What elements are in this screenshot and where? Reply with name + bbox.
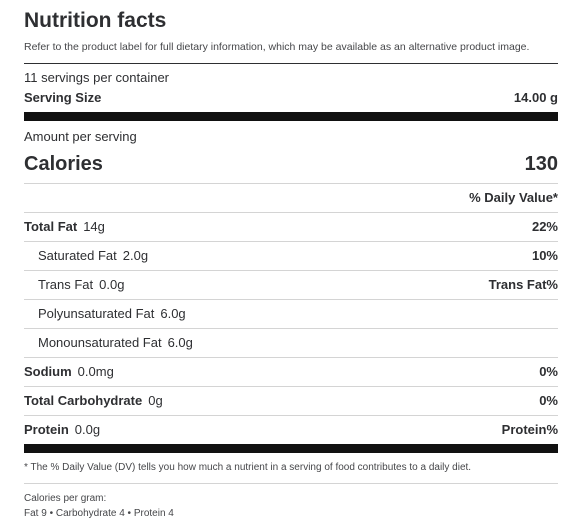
daily-value-footnote: * The % Daily Value (DV) tells you how m… (24, 453, 558, 484)
nutrient-amount: 0g (148, 393, 163, 408)
nutrient-row-trans-fat: Trans Fat 0.0g Trans Fat% (24, 270, 558, 299)
nutrient-name: Monounsaturated Fat (38, 335, 162, 350)
calories-per-gram: Calories per gram: Fat 9 • Carbohydrate … (24, 491, 558, 521)
nutrient-daily-value: 22% (531, 219, 558, 234)
divider (24, 183, 558, 184)
nutrient-name: Protein (24, 422, 69, 437)
servings-per-container: 11 servings per container (24, 70, 170, 85)
nutrient-name: Saturated Fat (38, 248, 117, 263)
nutrient-daily-value: 0% (539, 393, 558, 408)
nutrient-row-saturated-fat: Saturated Fat 2.0g 10% (24, 241, 558, 270)
thick-divider (24, 444, 558, 453)
calories-per-gram-label: Calories per gram: (24, 493, 107, 504)
daily-value-header: % Daily Value* (469, 190, 558, 205)
disclaimer-text: Refer to the product label for full diet… (24, 41, 530, 53)
nutrient-daily-value: Trans Fat% (488, 277, 558, 292)
nutrient-amount: 0.0g (99, 277, 125, 292)
nutrient-row-total-carbohydrate: Total Carbohydrate 0g 0% (24, 386, 558, 415)
serving-size-row: Serving Size 14.00 g (24, 87, 558, 109)
panel-title: Nutrition facts (24, 9, 167, 32)
nutrient-daily-value: 10% (531, 248, 558, 263)
calories-per-gram-values: Fat 9 • Carbohydrate 4 • Protein 4 (24, 508, 174, 519)
nutrient-row-sodium: Sodium 0.0mg 0% (24, 357, 558, 386)
serving-size-label: Serving Size (24, 90, 102, 105)
divider (24, 63, 558, 64)
nutrient-row-protein: Protein 0.0g Protein% (24, 415, 558, 444)
calories-value: 130 (524, 153, 558, 175)
nutrient-name: Total Fat (24, 219, 78, 234)
nutrient-row-monounsaturated-fat: Monounsaturated Fat 6.0g (24, 328, 558, 357)
calories-row: Calories 130 (24, 149, 558, 179)
amount-per-serving-label: Amount per serving (24, 129, 137, 144)
serving-size-value: 14.00 g (513, 90, 558, 105)
nutrient-amount: 0.0g (74, 422, 101, 437)
nutrient-name: Trans Fat (38, 277, 94, 292)
nutrient-row-total-fat: Total Fat 14g 22% (24, 212, 558, 241)
nutrient-amount: 14g (83, 219, 105, 234)
nutrient-row-polyunsaturated-fat: Polyunsaturated Fat 6.0g (24, 299, 558, 328)
nutrient-amount: 0.0mg (77, 364, 114, 379)
nutrient-daily-value: 0% (539, 364, 558, 379)
calories-label: Calories (24, 153, 103, 175)
nutrient-daily-value: Protein% (501, 422, 558, 437)
nutrient-amount: 6.0g (167, 335, 193, 350)
nutrient-name: Sodium (24, 364, 72, 379)
nutrient-name: Polyunsaturated Fat (38, 306, 155, 321)
nutrient-amount: 2.0g (122, 248, 149, 263)
thick-divider (24, 112, 558, 121)
nutrient-amount: 6.0g (160, 306, 186, 321)
nutrient-name: Total Carbohydrate (24, 393, 143, 408)
